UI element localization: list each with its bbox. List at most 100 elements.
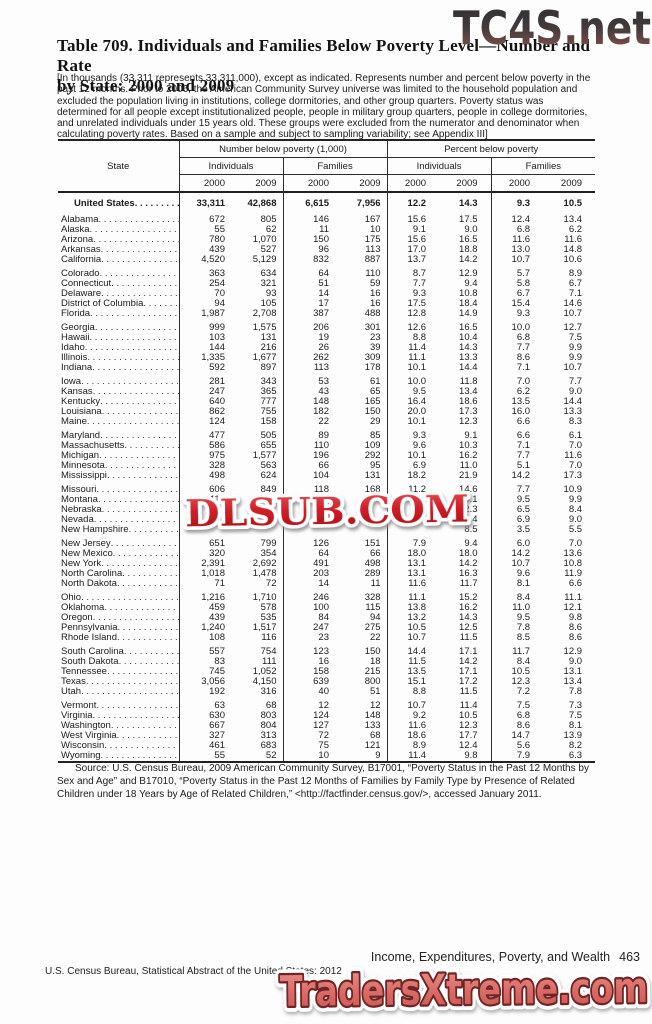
- table-row: New York 2,391 2,692 491 498 13.1 14.2 1…: [58, 559, 595, 569]
- cell-families-2000: 150: [282, 235, 335, 245]
- cell-pct-individuals-2000: 13.8: [386, 603, 440, 613]
- cell-pct-families-2000: 6.8: [490, 711, 544, 721]
- cell-families-2009: 12: [369, 700, 381, 711]
- cell-pct-families-2009: 6.7: [568, 278, 583, 289]
- cell-pct-individuals-2009: 12.4: [459, 740, 478, 751]
- dot-leader: [90, 309, 178, 319]
- us-total-row: United States 33,311 42,868 6,615 7,956 …: [58, 192, 595, 211]
- cell-families-2000: 123: [282, 647, 335, 657]
- cell-individuals-2009: 365: [260, 386, 277, 397]
- table-row: North Carolina 1,018 1,478 203 289 13.1 …: [58, 569, 595, 579]
- dot-leader: [101, 559, 178, 569]
- cell-families-2000: 387: [282, 309, 335, 319]
- dot-leader: [92, 363, 178, 373]
- cell-pct-individuals-2009: 14.6: [459, 484, 478, 495]
- cell-families-2000: 66: [282, 461, 335, 471]
- cell-families-2009: 23: [369, 494, 381, 505]
- cell-families-2000: 832: [282, 255, 335, 265]
- state-name: Alaska: [61, 225, 90, 235]
- cell-families-2000: 89: [282, 431, 335, 441]
- cell-pct-individuals-2000: 11.6: [386, 579, 440, 589]
- state-name: West Virginia: [61, 731, 117, 741]
- cell-pct-families-2009: 8.6: [568, 622, 583, 633]
- cell-pct-families-2009: 8.6: [568, 632, 583, 643]
- dot-leader: [87, 417, 179, 427]
- cell-pct-families-2000: 5.8: [490, 279, 544, 289]
- cell-pct-individuals-2000: 18.2: [386, 471, 440, 481]
- cell-pct-individuals-2009: 11.4: [459, 700, 478, 711]
- cell-pct-individuals-2000: 8.9: [386, 741, 440, 751]
- dot-leader: [99, 451, 178, 461]
- cell-pct-individuals-2009: 12.4: [459, 514, 478, 525]
- table-row: Hawaii 103 131 19 23 8.8 10.4 6.8 7.5: [58, 333, 595, 343]
- table-row: Wisconsin 461 683 75 121 8.9 12.4 5.6 8.…: [58, 741, 595, 751]
- dot-leader: [124, 647, 179, 657]
- cell-families-2000: 110: [282, 441, 335, 451]
- cell-individuals-2009: 62: [265, 224, 277, 235]
- year-header: 2000: [282, 174, 335, 193]
- cell-individuals-2000: 862: [209, 406, 225, 417]
- cell-families-2009: 289: [364, 568, 381, 579]
- dot-leader: [93, 613, 179, 623]
- state-name: Michigan: [61, 451, 100, 461]
- cell-pct-families-2009: 6.6: [568, 578, 583, 589]
- cell-pct-individuals-2009: 13.4: [459, 386, 478, 397]
- cell-pct-families-2000: 5.1: [490, 461, 544, 471]
- cell-individuals-2009: 1,577: [252, 450, 277, 461]
- cell-families-2009: 29: [369, 416, 381, 427]
- cell-individuals-2000: 328: [209, 460, 225, 471]
- dot-leader: [111, 539, 179, 549]
- table-row: Tennessee 745 1,052 158 215 13.5 17.1 10…: [58, 667, 595, 677]
- state-name: Georgia: [61, 323, 95, 333]
- cell-individuals-2000: 70: [214, 288, 225, 299]
- cell-individuals-2000: 1,216: [201, 592, 225, 603]
- cell-pct-families-2009: 8.2: [568, 740, 583, 751]
- table-row: Kansas 247 365 43 65 9.5 13.4 6.2 9.0: [58, 387, 595, 397]
- cell-pct-families-2000: 9.6: [490, 569, 544, 579]
- cell-pct-individuals-2009: 15.2: [459, 592, 478, 603]
- cell-pct-individuals-2000: 9.3: [386, 431, 440, 441]
- dot-leader: [85, 343, 179, 353]
- cell-pct-families-2000: 5.6: [490, 741, 544, 751]
- cell-families-2000: 84: [282, 613, 335, 623]
- state-name: Virginia: [61, 711, 93, 721]
- dot-leader: [86, 677, 179, 687]
- cell-families-2009: 113: [365, 244, 381, 255]
- cell-individuals-2009: 5,129: [252, 254, 277, 265]
- state-name: North Carolina: [61, 569, 123, 579]
- year-header: 2009: [439, 174, 492, 193]
- cell-pct-individuals-2000: 9.5: [386, 387, 440, 397]
- cell-pct-families-2009: 10.7: [563, 308, 583, 319]
- cell-individuals-2009: 897: [260, 362, 277, 373]
- cell-individuals-2000: 780: [209, 234, 225, 245]
- cell-pct-individuals-2009: 17.1: [459, 666, 478, 677]
- cell-families-2000: 182: [282, 407, 335, 417]
- cell-pct-individuals-2009: 14.2: [459, 558, 478, 569]
- subheader-number-families: Families: [282, 157, 388, 175]
- cell-pct-individuals-2000: [386, 515, 440, 525]
- cell-pct-individuals-2009: 17.7: [459, 730, 478, 741]
- state-name: Oklahoma: [61, 603, 105, 613]
- cell-pct-families-2000: 3.5: [490, 525, 544, 535]
- cell-families-2000: 262: [282, 353, 335, 363]
- cell-individuals-2009: 111: [262, 656, 277, 667]
- cell-individuals-2009: 849: [260, 484, 277, 495]
- group-spacer-row: [58, 265, 595, 269]
- cell-pct-families-2000: 6.5: [490, 505, 544, 515]
- cell-individuals-2000: 640: [209, 396, 225, 407]
- cell-families-2009: 309: [364, 352, 381, 363]
- cell-pct-individuals-2000: 8.8: [386, 687, 440, 697]
- state-name: Connecticut: [61, 279, 112, 289]
- cell-individuals-2009: 799: [260, 538, 277, 549]
- cell-individuals-2000: 83: [214, 656, 225, 667]
- cell-individuals-2009: 1,710: [252, 592, 277, 603]
- dot-leader: [117, 731, 179, 741]
- cell-pct-families-2009: 9.9: [568, 352, 583, 363]
- cell-families-2000: 12: [282, 701, 335, 711]
- cell-families-2000: 113: [282, 363, 335, 373]
- cell-pct-individuals-2000: [386, 525, 440, 535]
- cell-pct-individuals-2000: 10.0: [386, 377, 440, 387]
- cell-individuals-2009: 2,692: [252, 558, 277, 569]
- cell-pct-families-2009: 9.8: [568, 612, 583, 623]
- cell-individuals-2009: 216: [260, 342, 277, 353]
